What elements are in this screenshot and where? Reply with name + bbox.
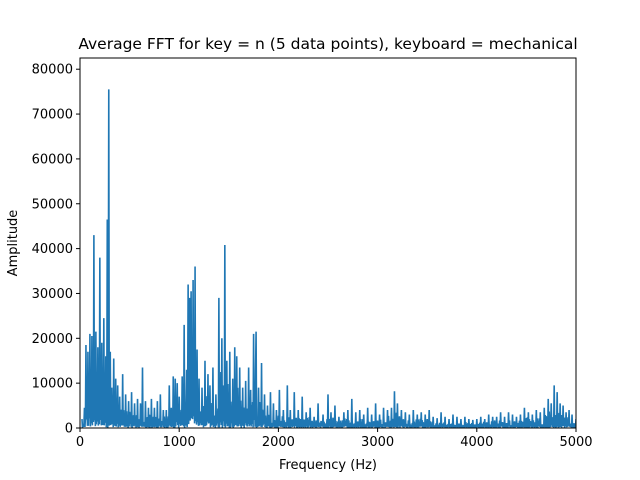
y-axis: 0 10000 20000 30000 40000 50000 60000 70000 8000… <box>32 63 80 437</box>
y-tick-label: 70000 <box>32 108 73 123</box>
series-line <box>81 89 576 428</box>
y-tick-label: 10000 <box>32 377 73 392</box>
x-tick-label: 4000 <box>460 435 493 450</box>
axes-frame <box>79 57 577 429</box>
x-axis: 0 1000 2000 3000 4000 5000 <box>76 428 593 450</box>
x-tick-label: 0 <box>76 435 84 450</box>
y-tick-label: 20000 <box>32 332 73 347</box>
y-axis-label: Amplitude <box>6 210 21 277</box>
y-tick-label: 80000 <box>32 63 73 78</box>
x-tick-label: 2000 <box>262 435 295 450</box>
x-axis-label: Frequency (Hz) <box>279 458 377 473</box>
y-tick-label: 30000 <box>32 287 73 302</box>
chart-title: Average FFT for key = n (5 data points),… <box>78 35 577 53</box>
x-tick-label: 1000 <box>163 435 196 450</box>
y-tick-label: 60000 <box>32 152 73 167</box>
y-tick-label: 40000 <box>32 242 73 257</box>
x-tick-label: 3000 <box>361 435 394 450</box>
y-tick-label: 0 <box>65 422 73 437</box>
x-tick-label: 5000 <box>559 435 592 450</box>
plot-area <box>81 89 576 428</box>
y-tick-label: 50000 <box>32 197 73 212</box>
